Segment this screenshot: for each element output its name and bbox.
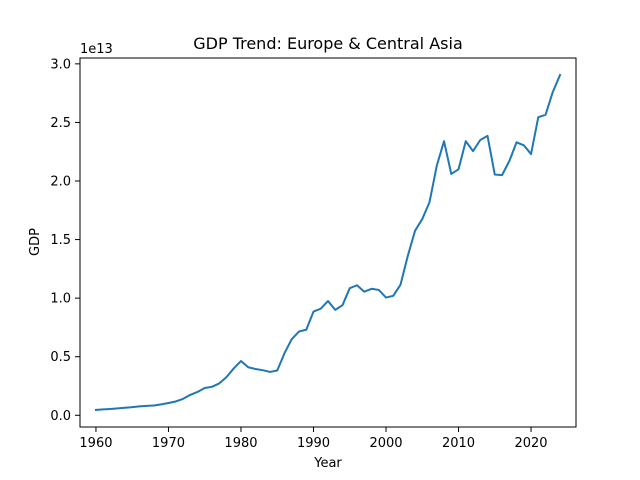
y-tick-label-2.0: 2.0 xyxy=(50,175,71,190)
y-tick-label-0.5: 0.5 xyxy=(50,350,71,365)
chart-title: GDP Trend: Europe & Central Asia xyxy=(193,34,463,53)
x-axis-label: Year xyxy=(313,456,342,471)
y-axis-ticks: 0.0 0.5 1.0 1.5 2.0 2.5 3.0 xyxy=(50,57,80,424)
x-axis-ticks: 1960 1970 1980 1990 2000 2010 2020 xyxy=(79,427,548,451)
plot-area-frame xyxy=(79,57,577,428)
x-tick-label-1960: 1960 xyxy=(79,436,112,451)
y-tick-label-1.5: 1.5 xyxy=(50,233,71,248)
gdp-series-line xyxy=(94,73,562,411)
x-tick-label-2020: 2020 xyxy=(514,436,547,451)
y-tick-label-3.0: 3.0 xyxy=(50,57,71,72)
y-tick-label-0.0: 0.0 xyxy=(50,409,71,424)
x-tick-label-2010: 2010 xyxy=(442,436,475,451)
x-tick-label-1980: 1980 xyxy=(224,436,257,451)
y-tick-label-2.5: 2.5 xyxy=(50,116,71,131)
y-tick-label-1.0: 1.0 xyxy=(50,292,71,307)
x-tick-label-1990: 1990 xyxy=(297,436,330,451)
x-tick-label-1970: 1970 xyxy=(152,436,185,451)
y-axis-label: GDP xyxy=(28,228,43,256)
x-tick-label-2000: 2000 xyxy=(369,436,402,451)
y-offset-label: 1e13 xyxy=(80,42,113,57)
